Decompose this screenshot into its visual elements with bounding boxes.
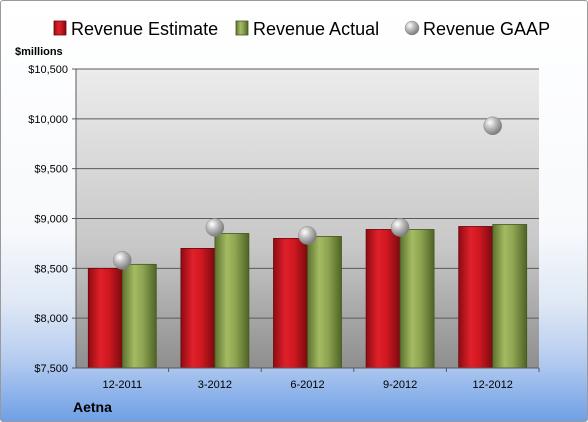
bar-revenue-estimate [180,247,216,369]
marker-revenue-gaap [390,218,410,237]
bar-revenue-estimate [458,226,494,369]
bar-revenue-actual [399,229,435,369]
y-axis: $7,500 $8,000 $8,500 $9,000 $9,500 $10,000 $10… [28,64,77,375]
marker-revenue-gaap [205,218,225,237]
legend-swatch-actual [235,20,249,36]
x-tick-label: 9-2012 [383,379,417,391]
legend-swatch-estimate [53,20,67,36]
bar-revenue-estimate [365,229,401,369]
bars [87,224,528,369]
marker-revenue-gaap [298,226,317,245]
y-unit-label: $millions [15,46,63,58]
gaap-markers [113,116,502,270]
marker-revenue-gaap [113,251,132,270]
legend: Revenue Estimate Revenue Actual Revenue GA… [53,19,550,39]
y-tick-label: $7,500 [34,363,68,375]
x-tick-label: 12-2011 [103,379,143,391]
bar-revenue-actual [121,263,157,369]
y-tick-label: $10,000 [28,114,68,126]
x-axis: 12-2011 3-2012 6-2012 9-2012 12-2012 [76,367,540,391]
legend-label: Revenue Actual [253,19,379,39]
bar-revenue-estimate [87,267,123,369]
company-name: Aetna [73,399,112,415]
y-tick-label: $8,500 [34,263,68,275]
bar-revenue-actual [307,236,342,369]
x-tick-label: 6-2012 [290,379,324,391]
y-tick-label: $9,000 [34,214,68,226]
x-tick-label: 12-2012 [473,379,513,391]
legend-label: Revenue Estimate [71,19,218,39]
bar-revenue-estimate [273,238,308,369]
x-tick-label: 3-2012 [198,379,232,391]
y-tick-label: $10,500 [28,64,68,76]
y-tick-label: $9,500 [34,164,68,176]
legend-label: Revenue GAAP [423,19,550,39]
legend-swatch-gaap [404,20,420,36]
bar-revenue-actual [492,224,528,369]
marker-revenue-gaap [483,116,502,136]
y-tick-label: $8,000 [34,313,68,325]
bar-revenue-actual [214,233,250,369]
